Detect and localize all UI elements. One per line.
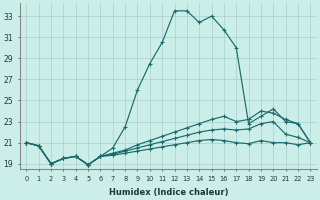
X-axis label: Humidex (Indice chaleur): Humidex (Indice chaleur) [108,188,228,197]
